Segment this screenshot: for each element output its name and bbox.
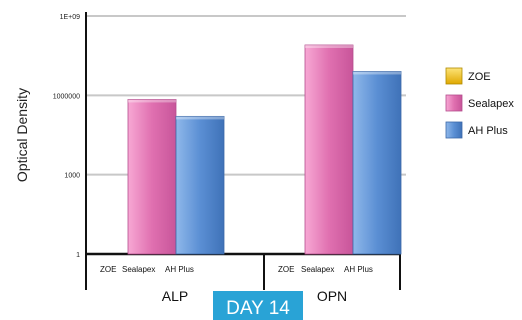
- legend: ZOE Sealapex AH Plus: [445, 67, 514, 139]
- y-axis-title: Optical Density: [14, 88, 30, 182]
- x-group-label: ALP: [162, 288, 188, 304]
- bar-highlight: [176, 116, 224, 120]
- y-tick-labels: 1 1000 1000000 1E+09: [53, 14, 80, 259]
- bar-ah-plus-alp: [175, 115, 225, 255]
- x-sub-label: ZOE: [278, 265, 294, 274]
- x-sub-label: ZOE: [100, 265, 116, 274]
- x-sub-label: AH Plus: [165, 265, 194, 274]
- x-sub-label: Sealapex: [122, 265, 155, 274]
- bar-sealapex-opn: [304, 44, 354, 255]
- legend-label: ZOE: [468, 71, 491, 83]
- x-group-label: OPN: [317, 288, 347, 304]
- legend-swatch: [445, 121, 463, 139]
- bar-sealapex-alp: [127, 99, 177, 255]
- x-sub-label: Sealapex: [301, 265, 334, 274]
- bar-highlight: [305, 45, 353, 49]
- y-tick-label: 1E+09: [60, 14, 81, 21]
- legend-label: AH Plus: [468, 125, 508, 137]
- bar-ah-plus-opn: [352, 71, 402, 255]
- day-badge-background: [213, 291, 303, 320]
- bar-highlight: [353, 71, 401, 75]
- x-axis-labels: ZOE Sealapex AH Plus ALP ZOE Sealapex AH Plus O…: [100, 265, 373, 304]
- legend-label: Sealapex: [468, 98, 514, 110]
- day-badge-label: DAY 14: [226, 298, 290, 319]
- y-tick-label: 1000: [64, 173, 80, 180]
- bar-highlight: [128, 99, 176, 103]
- legend-swatch: [445, 67, 463, 85]
- bars: [127, 44, 402, 255]
- y-tick-label: 1000000: [53, 93, 80, 100]
- y-tick-label: 1: [76, 252, 80, 259]
- day-badge: DAY 14: [213, 291, 303, 320]
- x-sub-label: AH Plus: [344, 265, 373, 274]
- legend-swatch: [445, 94, 463, 112]
